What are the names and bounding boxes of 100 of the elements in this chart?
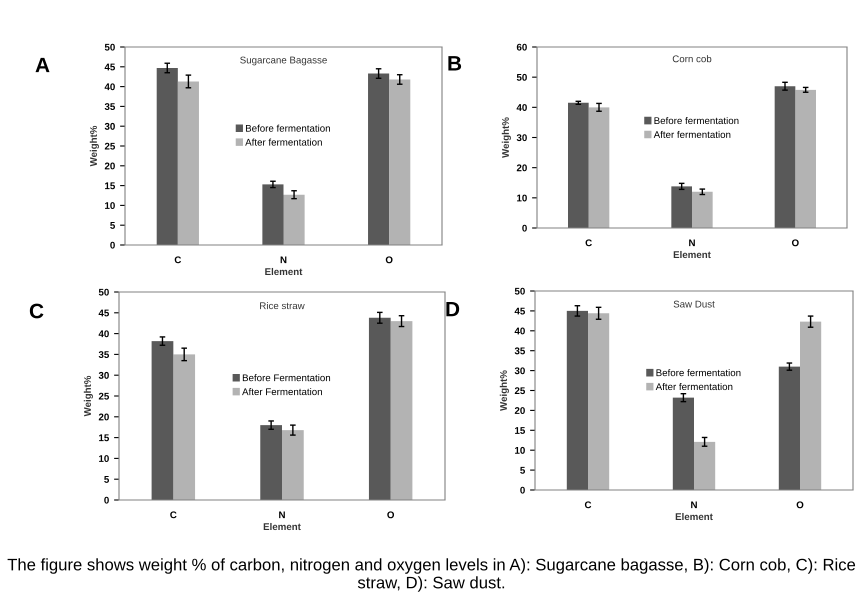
y-tick-label: 20 [104,162,115,170]
legend-label: Before Fermentation [242,374,330,382]
text: Sugarcane Bagasse [240,56,327,66]
bar [173,354,196,500]
legend-label: After fermentation [654,130,730,138]
y-tick-label: 30 [104,122,115,130]
y-tick-label: 15 [515,427,526,434]
legend-label: Before fermentation [654,116,738,124]
bar [368,318,391,500]
bar [692,192,713,228]
bar [284,194,305,245]
x-axis-title: Element [264,522,301,530]
x-tick-label: O [387,511,394,518]
bar [588,107,610,228]
y-tick-label: 35 [104,103,116,110]
y-axis-title: Weight% [500,370,509,411]
y-tick-label: 40 [516,104,527,111]
y-tick-label: 25 [514,387,526,394]
y-tick-label: 0 [104,496,109,504]
x-axis-title: Element [674,250,711,258]
y-tick-label: 40 [514,328,525,334]
legend-label: After fermentation [245,138,322,146]
bar [389,79,410,245]
y-tick-label: 5 [104,476,110,483]
y-tick-label: 30 [98,372,109,379]
y-tick-label: 30 [516,134,527,142]
y-tick-label: 50 [104,44,115,51]
bar [800,322,822,490]
x-tick-label: N [280,256,286,264]
bar [795,90,816,228]
y-tick-label: 25 [98,392,110,400]
y-tick-label: 0 [110,242,115,249]
y-tick-label: 5 [110,222,116,229]
bar [390,321,412,500]
y-tick-label: 30 [514,367,525,374]
y-tick-label: 0 [520,486,525,494]
y-tick-label: 10 [517,194,527,202]
y-tick-label: 40 [98,330,109,338]
legend-label: Before fermentation [656,369,740,376]
text: B [448,56,462,70]
y-axis-title: Weight% [502,117,511,158]
x-tick-label: O [386,256,393,264]
bar [178,81,199,245]
y-tick-label: 20 [514,407,525,414]
y-axis-title: Weight% [90,126,99,166]
bar [672,398,694,490]
text: D [446,302,460,316]
x-tick-label: C [584,501,592,508]
y-tick-label: 15 [105,182,116,190]
text: The figure shows weight % of carbon, nitrogen and oxygen levels in A): Sugarcane bagasse, B): Corn cob, C): Rice straw, D): Saw dust. [8,558,856,592]
legend-label: After fermentation [656,382,732,390]
y-tick-label: 35 [98,351,110,358]
bar [262,184,284,245]
y-axis-title: Weight% [84,376,93,416]
y-tick-label: 50 [98,288,109,296]
y-tick-label: 50 [514,288,525,295]
text: Corn cob [672,55,712,62]
y-tick-label: 45 [98,310,110,316]
y-tick-label: 0 [522,224,527,232]
y-tick-label: 10 [515,446,525,454]
y-tick-label: 40 [104,83,115,90]
y-tick-label: 50 [516,74,527,81]
bar [156,68,178,245]
legend-label: After Fermentation [242,388,322,396]
y-tick-label: 10 [99,455,109,462]
legend-label: Before fermentation [246,124,330,132]
x-tick-label: N [691,501,697,508]
text: Saw Dust [674,300,715,308]
x-tick-label: O [792,239,799,246]
bar [282,430,304,500]
x-axis-title: Element [676,512,713,520]
x-tick-label: O [796,501,804,508]
y-tick-label: 35 [514,347,526,354]
x-tick-label: C [586,239,592,246]
x-tick-label: N [689,239,695,246]
x-tick-label: C [170,511,177,518]
y-tick-label: 20 [516,164,527,172]
y-tick-label: 60 [516,44,527,51]
x-tick-label: N [279,511,285,518]
bar [671,186,692,228]
bar [568,102,589,228]
y-tick-label: 45 [104,64,116,70]
bar [368,74,390,245]
bar [774,86,796,228]
y-tick-label: 5 [520,466,526,474]
y-tick-label: 15 [99,434,110,442]
y-tick-label: 25 [104,142,116,150]
x-axis-title: Element [265,268,302,276]
bar [260,425,282,500]
y-tick-label: 20 [98,414,109,420]
bar [152,341,174,500]
y-tick-label: 10 [105,202,115,210]
text: A [36,58,50,72]
bar [566,310,588,490]
bar [778,366,800,490]
y-tick-label: 45 [514,308,526,315]
text: C [30,304,44,318]
x-tick-label: C [174,256,182,264]
bar [588,313,610,490]
bar [694,442,716,490]
